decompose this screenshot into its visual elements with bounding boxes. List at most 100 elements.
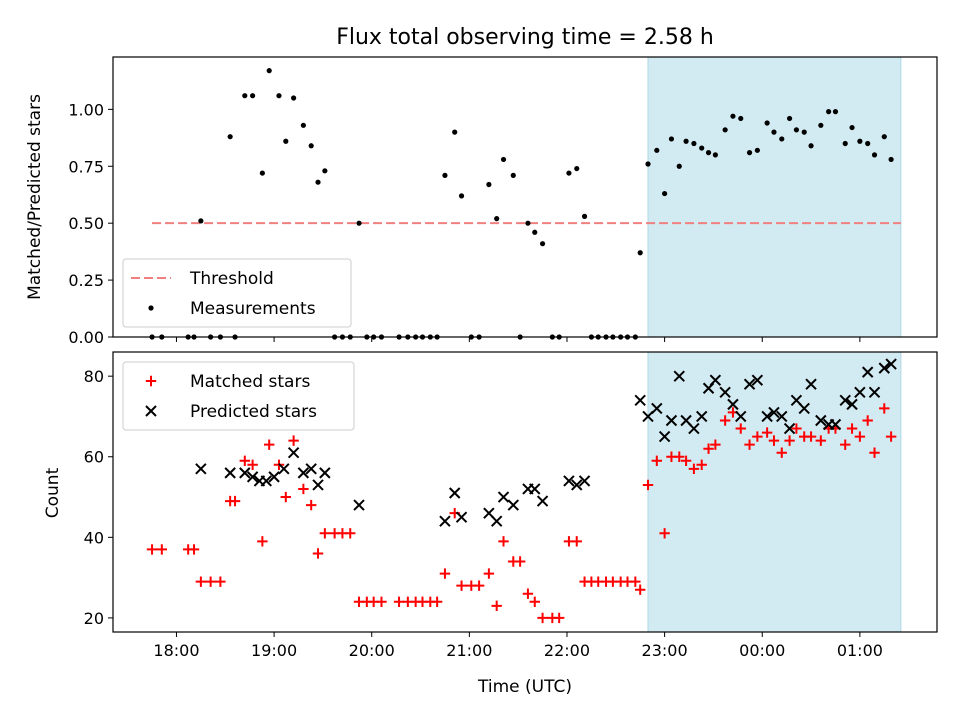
data-point <box>483 568 495 579</box>
data-point <box>536 495 549 507</box>
data-point <box>319 528 331 539</box>
data-point <box>878 362 890 374</box>
data-point <box>353 499 365 511</box>
data-point <box>840 439 851 450</box>
data-point <box>673 370 685 382</box>
axes-frame <box>112 56 938 338</box>
data-point <box>205 576 216 587</box>
data-point <box>431 596 443 607</box>
y-tick-label: 0.50 <box>68 214 104 233</box>
data-point <box>300 122 306 128</box>
x-tick-label: 19:00 <box>251 641 297 660</box>
axes-frame <box>112 351 938 633</box>
data-point <box>452 129 458 135</box>
data-point <box>227 134 233 140</box>
legend-box <box>122 258 352 328</box>
data-point <box>691 140 697 147</box>
data-point <box>571 536 582 547</box>
data-point <box>751 374 764 386</box>
y-axis-label-count: Count <box>43 467 63 518</box>
highlight-span <box>647 56 902 338</box>
data-point <box>696 410 708 423</box>
data-point <box>298 483 309 495</box>
series-matched-stars <box>146 403 897 624</box>
data-point <box>776 410 788 423</box>
data-point <box>458 193 465 199</box>
data-point <box>730 113 736 119</box>
data-point <box>743 378 756 390</box>
data-point <box>539 241 546 247</box>
data-point <box>312 548 324 559</box>
data-point <box>761 410 773 423</box>
data-point <box>345 528 356 539</box>
data-point <box>280 491 292 503</box>
data-point <box>665 414 678 427</box>
data-point <box>798 402 810 415</box>
data-point <box>815 414 827 427</box>
data-point <box>198 218 204 224</box>
data-point <box>839 394 851 407</box>
data-point <box>710 439 721 450</box>
data-point <box>246 471 259 483</box>
data-point <box>771 129 777 135</box>
data-point <box>842 140 848 147</box>
x-tick-label: 21:00 <box>446 641 492 660</box>
data-point <box>735 410 747 423</box>
data-point <box>885 358 897 370</box>
data-point <box>854 386 866 398</box>
data-point <box>439 568 451 579</box>
x-tick-label: 23:00 <box>642 641 688 660</box>
data-point <box>288 435 299 446</box>
data-point <box>688 422 700 435</box>
data-point <box>854 431 866 442</box>
data-point <box>879 403 890 414</box>
data-point <box>215 576 226 587</box>
data-point <box>805 431 817 442</box>
legend-label: Threshold <box>189 269 274 289</box>
data-point <box>651 455 663 466</box>
data-point <box>680 455 692 466</box>
data-point <box>642 479 654 491</box>
data-point <box>266 68 272 74</box>
y-tick-label: 0.75 <box>68 157 104 176</box>
data-point <box>674 451 685 462</box>
data-point <box>634 394 646 407</box>
data-point <box>846 423 858 434</box>
data-point <box>637 250 643 256</box>
legend: Threshold Measurements <box>122 258 352 328</box>
data-point <box>491 600 502 612</box>
y-tick-label: 80 <box>84 367 104 386</box>
data-point <box>630 576 641 587</box>
data-point <box>439 515 451 527</box>
x-tick-label: 20:00 <box>349 641 395 660</box>
legend-label: Measurements <box>190 299 316 319</box>
data-point <box>188 544 200 555</box>
data-point <box>808 143 814 149</box>
legend-swatch <box>148 305 154 311</box>
data-point <box>268 471 280 483</box>
data-point <box>529 483 541 495</box>
data-point <box>862 415 873 426</box>
chart-title: Flux total observing time = 2.58 h <box>336 25 714 50</box>
legend-box <box>122 361 355 431</box>
data-point <box>442 172 448 178</box>
data-point <box>768 406 780 419</box>
data-point <box>754 147 760 153</box>
data-point <box>574 165 580 172</box>
data-point <box>156 544 168 555</box>
data-point <box>264 439 275 450</box>
data-point <box>846 398 858 411</box>
data-point <box>532 229 538 235</box>
data-point <box>805 378 817 390</box>
y-tick-label: 40 <box>84 528 104 547</box>
data-point <box>727 398 739 411</box>
data-point <box>722 127 728 133</box>
data-point <box>654 147 660 153</box>
data-point <box>696 459 707 471</box>
data-point <box>832 109 839 115</box>
data-point <box>645 161 651 167</box>
series-predicted-stars <box>195 358 897 527</box>
data-point <box>857 138 863 144</box>
